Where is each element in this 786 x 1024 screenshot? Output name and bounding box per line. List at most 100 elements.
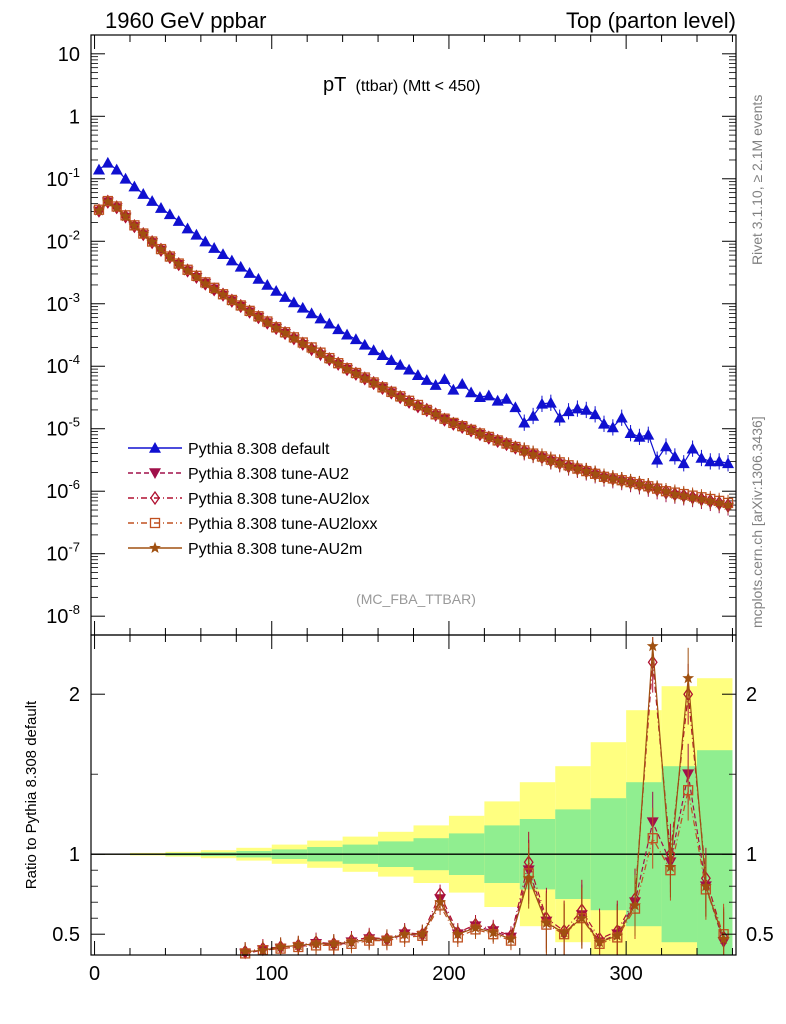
data-point (606, 421, 619, 433)
legend: Pythia 8.308 default Pythia 8.308 tune-AU… (128, 441, 377, 558)
ratio-point (487, 926, 500, 938)
data-point (110, 201, 123, 213)
main-ytick-label: 10-8 (46, 602, 80, 628)
data-point (660, 485, 672, 497)
ratio-point (717, 932, 730, 944)
data-point (296, 337, 309, 349)
plot-title-sub: (ttbar) (Mtt < 450) (356, 78, 481, 95)
data-point (598, 470, 610, 482)
data-point (571, 462, 584, 474)
ratio-point (540, 916, 553, 928)
data-point (553, 457, 566, 469)
legend-marker-AU2lox (150, 490, 160, 506)
ratio-point (398, 928, 411, 940)
ratio-panel: 0.5 0.5 1 1 2 2 0 100 200 300 Ratio to Pythia 8.3… (23, 634, 774, 985)
ratio-point (310, 937, 322, 949)
data-point (349, 333, 362, 345)
ratio-point (575, 912, 588, 924)
data-point (217, 288, 229, 300)
data-point (704, 455, 717, 467)
data-point (332, 357, 345, 369)
legend-marker-AU2loxx (149, 517, 161, 529)
data-point (411, 369, 424, 380)
data-point (358, 338, 371, 350)
main-ytick-label: 10-6 (46, 477, 80, 503)
ratio-ytick-label-right: 0.5 (746, 924, 774, 946)
main-ytick-label: 10-2 (46, 227, 80, 253)
data-point (544, 454, 557, 466)
legend-label-default: Pythia 8.308 default (188, 441, 330, 458)
data-point (367, 376, 380, 388)
data-point (668, 450, 681, 462)
data-point (287, 296, 300, 308)
data-point (314, 312, 327, 324)
ratio-series-AU2m (239, 637, 730, 957)
data-point (208, 242, 221, 253)
ratio-point (593, 936, 606, 948)
main-ytick-label: 10-3 (46, 290, 80, 316)
data-point (403, 395, 415, 407)
data-point (473, 391, 486, 402)
data-point (465, 386, 478, 398)
data-point (279, 326, 291, 338)
data-point (252, 272, 265, 284)
legend-marker-default (149, 442, 161, 453)
ratio-xtick-label: 0 (89, 963, 100, 985)
data-point (385, 354, 398, 365)
series-line-default (98, 162, 729, 465)
data-point (722, 498, 734, 511)
legend-label-AU2m: Pythia 8.308 tune-AU2m (188, 541, 362, 558)
ratio-point (381, 932, 393, 944)
data-point (279, 291, 292, 302)
data-point (270, 285, 283, 296)
data-point (438, 373, 451, 385)
data-point (172, 258, 185, 270)
data-point (624, 427, 637, 438)
data-point (713, 496, 726, 508)
data-point (651, 482, 663, 494)
data-point (403, 363, 416, 375)
data-point (686, 442, 699, 454)
ratio-line-AU2m (245, 646, 725, 953)
mcplots-label: mcplots.cern.ch [arXiv:1306.3436] (749, 416, 765, 628)
data-point (296, 301, 309, 313)
data-point (677, 457, 690, 469)
data-point (119, 210, 132, 222)
data-point (589, 408, 602, 420)
ratio-point (664, 860, 677, 872)
data-point (420, 403, 433, 415)
data-point (358, 372, 371, 384)
main-ytick-label: 10-7 (46, 540, 80, 566)
data-point (119, 172, 132, 184)
data-point (669, 487, 681, 500)
data-point (234, 260, 247, 272)
main-ytick-label: 10-5 (46, 415, 80, 441)
ratio-line-AU2lox (245, 662, 725, 953)
data-point (128, 180, 141, 192)
data-point (704, 494, 717, 506)
data-point (128, 219, 141, 231)
data-point (199, 277, 212, 289)
data-point (350, 367, 362, 379)
ratio-point (363, 932, 376, 944)
ratio-xtick-label: 300 (609, 963, 642, 985)
data-point (243, 267, 256, 278)
data-point (234, 299, 247, 311)
data-point (651, 453, 664, 465)
data-point (376, 349, 389, 361)
ratio-point (345, 936, 358, 948)
data-point (394, 358, 407, 370)
data-point (394, 391, 407, 403)
data-point (491, 394, 504, 406)
data-point (137, 227, 150, 239)
data-point (713, 455, 726, 467)
data-point (491, 434, 504, 446)
data-point (474, 427, 486, 439)
data-point (677, 489, 690, 501)
ratio-ylabel: Ratio to Pythia 8.308 default (23, 700, 40, 889)
data-point (695, 452, 708, 463)
series-AU2loxx (93, 195, 734, 512)
ratio-point (611, 929, 624, 941)
main-ytick-label: 1 (69, 106, 80, 128)
